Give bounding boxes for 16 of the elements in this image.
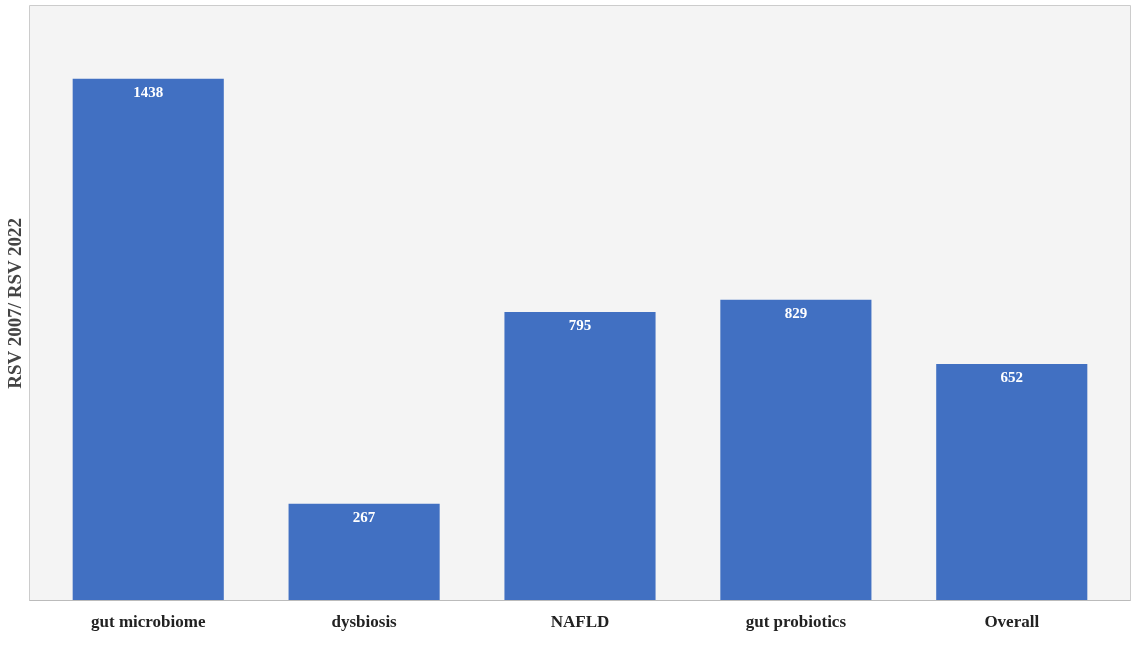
data-label: 267 — [352, 508, 376, 525]
data-label: 795 — [568, 317, 592, 334]
bar — [288, 503, 440, 601]
bar — [936, 363, 1088, 601]
x-tick-label: Overall — [984, 611, 1040, 631]
y-axis-title: RSV 2007/ RSV 2022 — [3, 217, 25, 389]
x-tick-label: NAFLD — [550, 611, 610, 631]
bar — [72, 78, 224, 601]
x-tick-label: dysbiosis — [331, 611, 398, 631]
data-label: 829 — [784, 304, 808, 321]
x-tick-label: gut probiotics — [745, 611, 847, 631]
bar — [504, 312, 656, 601]
data-label: 1438 — [133, 83, 164, 100]
x-tick-label: gut microbiome — [91, 611, 206, 631]
data-label: 652 — [1000, 368, 1024, 385]
bar — [720, 299, 872, 601]
